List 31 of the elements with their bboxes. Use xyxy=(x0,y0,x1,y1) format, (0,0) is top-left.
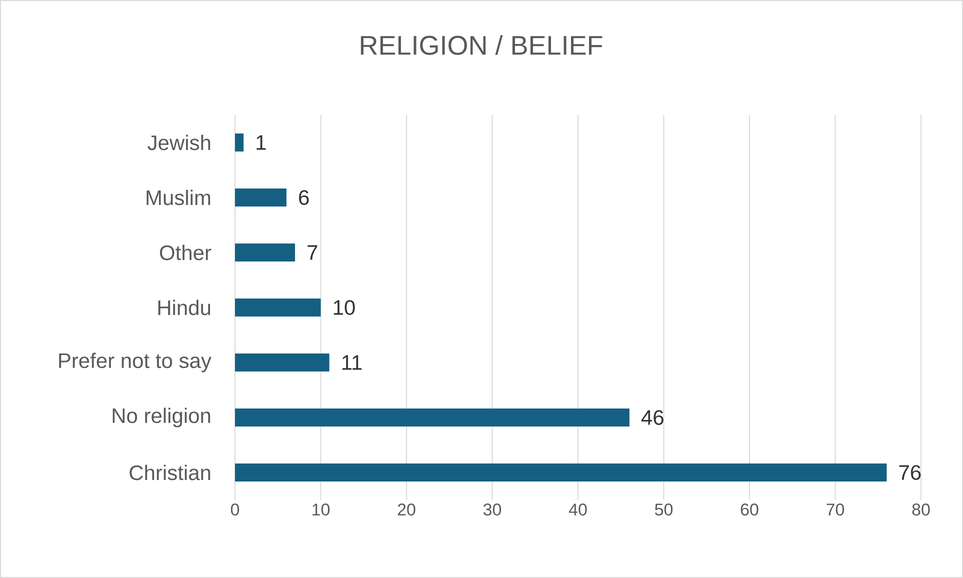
x-tick-label: 70 xyxy=(826,504,844,516)
y-tick-label: Other xyxy=(160,244,212,260)
x-tick-label: 50 xyxy=(654,504,673,516)
y-tick-label: No religion xyxy=(112,408,210,428)
data-label: 11 xyxy=(342,355,362,370)
bar xyxy=(235,134,244,152)
data-label: 6 xyxy=(299,190,309,205)
x-tick-label: 30 xyxy=(483,504,502,516)
x-tick-label: 40 xyxy=(568,504,587,516)
data-label: 76 xyxy=(899,465,921,480)
x-tick-label: 10 xyxy=(312,504,330,516)
y-tick-label: Muslim xyxy=(146,190,210,206)
bar xyxy=(235,244,296,262)
data-label: 1 xyxy=(256,135,266,150)
data-label: 46 xyxy=(641,410,664,425)
bar xyxy=(235,408,630,427)
bar xyxy=(235,464,887,482)
chart-title: RELIGION / BELIEF xyxy=(360,35,602,55)
x-tick-label: 80 xyxy=(912,504,930,516)
y-tick-label: Christian xyxy=(130,464,210,480)
x-tick-label: 60 xyxy=(740,504,758,516)
x-tick-label: 0 xyxy=(230,504,240,516)
bar xyxy=(235,354,330,372)
data-label: 7 xyxy=(308,245,318,260)
y-tick-label: Hindu xyxy=(158,300,210,316)
bar xyxy=(235,298,321,317)
data-label: 10 xyxy=(334,300,355,315)
y-tick-label: Prefer not to say xyxy=(59,352,212,372)
x-tick-label: 20 xyxy=(398,504,416,516)
bar xyxy=(235,188,286,207)
y-tick-label: Jewish xyxy=(148,134,210,150)
